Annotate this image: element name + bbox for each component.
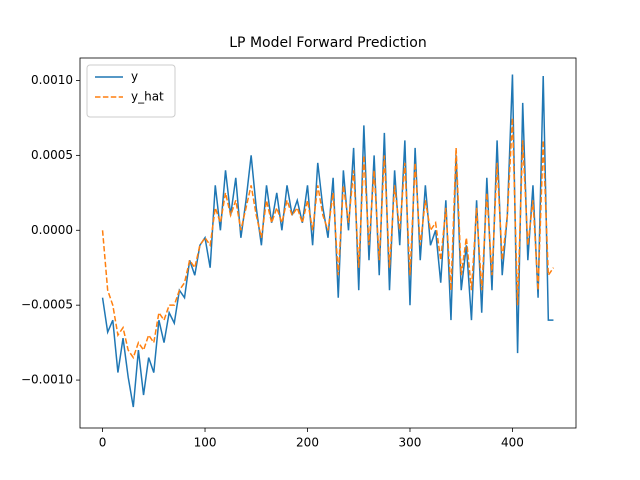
series-line [101, 117, 555, 360]
x-tick-label: 200 [296, 436, 319, 450]
x-tick-label: 400 [501, 436, 524, 450]
legend-label: y_hat [131, 90, 164, 104]
plot-frame [79, 57, 577, 429]
legend-box [86, 64, 176, 118]
y-tick-label: −0.0010 [21, 373, 73, 387]
y-tick-label: −0.0005 [21, 298, 73, 312]
series-line [101, 74, 554, 408]
chart-title: LP Model Forward Prediction [229, 35, 426, 51]
x-tick-label: 300 [399, 436, 422, 450]
y-tick-label: 0.0010 [31, 73, 73, 87]
y-tick-label: 0.0000 [31, 223, 73, 237]
x-tick-label: 0 [99, 436, 107, 450]
x-tick-label: 100 [194, 436, 217, 450]
legend-label: y [131, 70, 138, 84]
y-tick-label: 0.0005 [31, 148, 73, 162]
